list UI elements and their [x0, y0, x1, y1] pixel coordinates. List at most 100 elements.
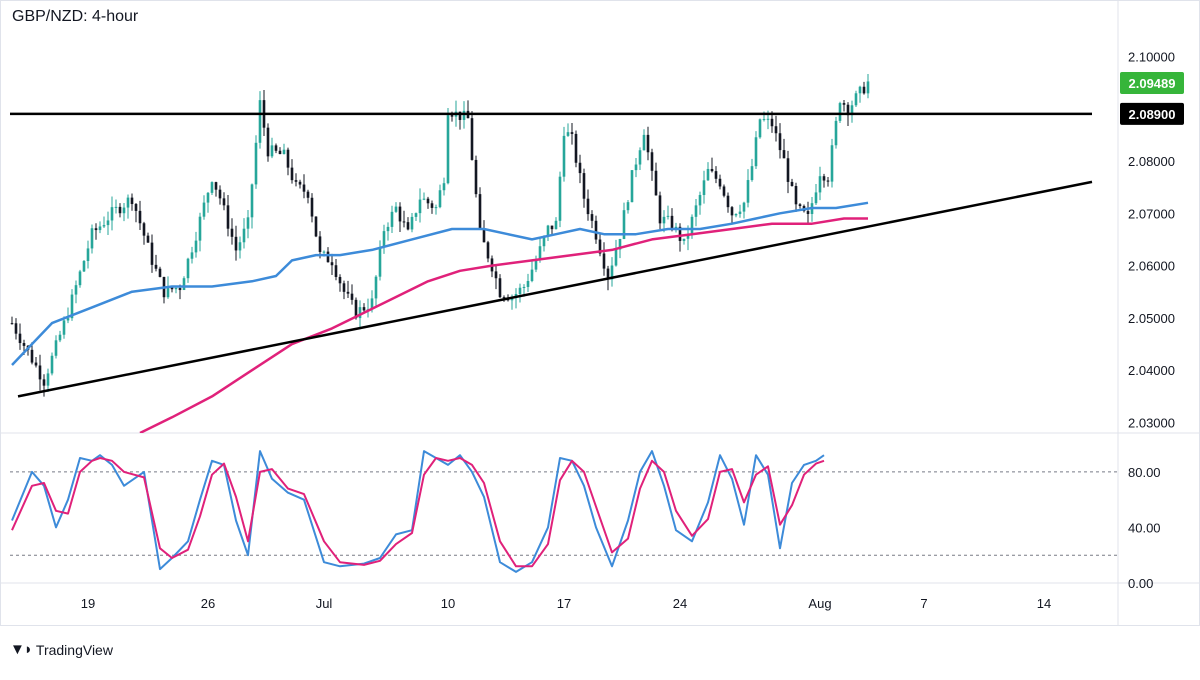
candle-body — [74, 285, 78, 295]
candle-body — [782, 150, 786, 159]
candle-body — [654, 170, 658, 196]
candle-body — [854, 93, 858, 106]
candle-body — [334, 265, 338, 277]
candle-body — [594, 220, 598, 240]
footer-brand[interactable]: ▼◗ TradingView — [10, 641, 113, 658]
time-tick-label: 10 — [441, 596, 455, 611]
candle-body — [598, 239, 602, 254]
candle-body — [726, 195, 730, 208]
candle-body — [18, 333, 22, 344]
candle-body — [738, 211, 742, 215]
candle-body — [754, 137, 758, 167]
candle-body — [14, 323, 18, 334]
candle-body — [498, 278, 502, 298]
ma-slow-line — [139, 217, 868, 433]
candle-body — [558, 176, 562, 221]
candle-body — [62, 320, 66, 335]
candle-body — [526, 280, 530, 287]
candle-body — [622, 210, 626, 239]
candle-body — [610, 265, 614, 280]
candle-body — [142, 223, 146, 236]
candle-body — [690, 216, 694, 235]
candle-body — [790, 181, 794, 187]
candle-body — [282, 149, 286, 155]
candle-body — [138, 210, 142, 224]
candle-body — [698, 195, 702, 206]
candle-body — [590, 214, 594, 221]
current-price-badge: 2.09489 — [1120, 72, 1184, 95]
candle-body — [82, 261, 86, 272]
candle-body — [502, 297, 506, 299]
candle-body — [694, 205, 698, 217]
candle-body — [582, 173, 586, 199]
candle-body — [462, 110, 466, 120]
time-tick-label: Aug — [808, 596, 831, 611]
candle-body — [846, 104, 850, 116]
candle-body — [510, 298, 514, 301]
candle-body — [574, 133, 578, 163]
candle-body — [38, 365, 42, 380]
candle-body — [94, 228, 98, 231]
candle-body — [402, 221, 406, 223]
candle-body — [758, 119, 762, 138]
candle-body — [794, 186, 798, 205]
candle-body — [702, 180, 706, 196]
candle-body — [398, 206, 402, 222]
candle-body — [606, 268, 610, 280]
price-tick-label: 2.07000 — [1128, 206, 1175, 221]
candle-body — [286, 149, 290, 168]
candle-body — [866, 81, 870, 94]
candle-body — [242, 228, 246, 243]
chart-title: GBP/NZD: 4-hour — [12, 8, 139, 25]
candle-body — [382, 231, 386, 248]
candle-body — [750, 166, 754, 181]
candle-body — [54, 340, 58, 356]
candle-body — [530, 269, 534, 281]
candle-body — [638, 150, 642, 165]
candle-body — [330, 262, 334, 266]
candle-body — [670, 215, 674, 228]
candle-body — [314, 216, 318, 237]
candle-body — [50, 355, 54, 374]
candle-body — [822, 176, 826, 181]
candle-body — [570, 132, 574, 134]
candle-body — [66, 318, 70, 321]
candle-body — [686, 234, 690, 239]
candle-body — [258, 100, 262, 143]
time-tick-label: 17 — [557, 596, 571, 611]
candle-body — [650, 152, 654, 171]
candle-body — [118, 206, 122, 214]
candle-body — [718, 178, 722, 187]
candle-body — [798, 204, 802, 207]
candle-body — [438, 190, 442, 208]
candle-body — [662, 216, 666, 224]
candle-body — [858, 86, 862, 94]
candle-body — [234, 236, 238, 251]
stoch-tick-label: 80.00 — [1128, 465, 1161, 480]
price-tick-label: 2.06000 — [1128, 259, 1175, 274]
candle-body — [122, 207, 126, 214]
candle-body — [474, 159, 478, 195]
candle-body — [214, 182, 218, 190]
candle-body — [542, 236, 546, 247]
candle-body — [166, 286, 170, 298]
candle-body — [390, 211, 394, 227]
candle-body — [274, 145, 278, 151]
candle-body — [642, 134, 646, 151]
candle-body — [478, 194, 482, 229]
time-tick-label: 14 — [1037, 596, 1051, 611]
candle-body — [730, 207, 734, 216]
svg-text:2.08900: 2.08900 — [1129, 107, 1176, 122]
candle-body — [222, 198, 226, 206]
candle-body — [342, 283, 346, 292]
candle-body — [578, 162, 582, 174]
candle-body — [658, 195, 662, 224]
candle-body — [646, 134, 650, 153]
candle-body — [734, 214, 738, 216]
candle-body — [786, 158, 790, 182]
candle-body — [494, 271, 498, 279]
price-tick-label: 2.10000 — [1128, 49, 1175, 64]
candle-body — [678, 226, 682, 241]
